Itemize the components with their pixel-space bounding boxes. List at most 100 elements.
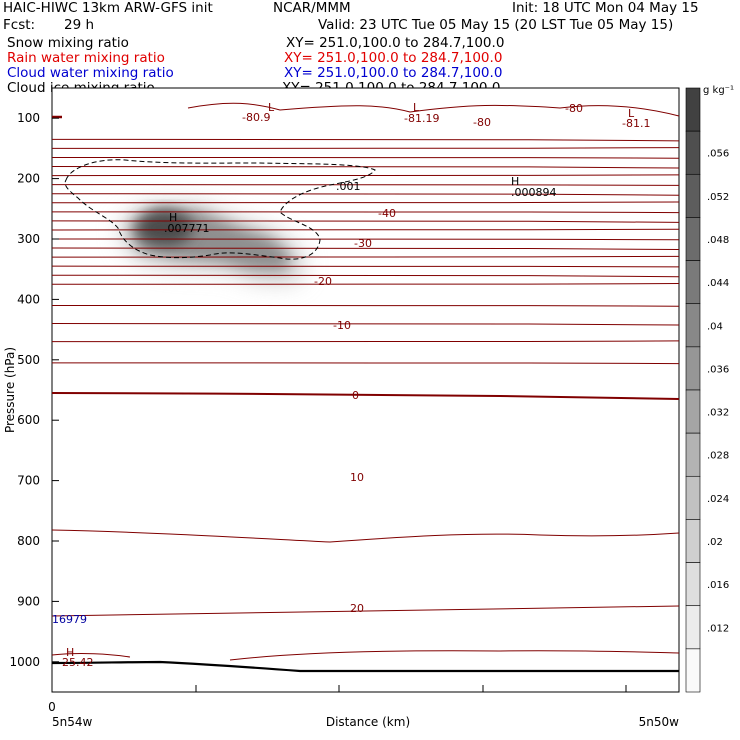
extremum-type: L (413, 101, 420, 114)
extremum-type: L (268, 101, 275, 114)
field-xy-rain: XY= 251.0,100.0 to 284.7,100.0 (284, 50, 503, 66)
colorbar-bin (685, 87, 701, 132)
y-axis-labels: 100 200 300 400 500 600 700 800 900 1000 (9, 111, 40, 669)
y-tick-label: 900 (17, 594, 40, 608)
extremum-type: H (66, 646, 74, 659)
chart-title: HAIC-HIWC 13km ARW-GFS init (3, 0, 213, 16)
terrain-line (51, 660, 679, 673)
colorbar-bin (685, 562, 701, 607)
isotherm (51, 238, 680, 241)
y-axis-title: Pressure (hPa) (3, 347, 17, 433)
y-tick-label: 500 (17, 353, 40, 367)
x-tick-zero: 0 (48, 700, 56, 714)
x-axis-title: Distance (km) (326, 715, 410, 729)
x-right-label: 5n50w (639, 715, 680, 729)
temperature-contour-surface-left (51, 653, 131, 658)
contour-label: -81.19 (404, 112, 439, 125)
contour-label: 25.42 (62, 656, 94, 669)
field-name-snow: Snow mixing ratio (7, 35, 129, 51)
cloud-contour (64, 159, 376, 260)
y-tick-label: 600 (17, 413, 40, 427)
colorbar-label: .012 (707, 623, 729, 634)
colorbar-label: .036 (707, 364, 729, 375)
colorbar-label: .056 (707, 149, 729, 160)
side-label: 16979 (52, 613, 87, 626)
field-name-cloudwater: Cloud water mixing ratio (7, 65, 174, 81)
colorbar-unit: g kg⁻¹ (703, 85, 734, 96)
fcst-label: Fcst: (3, 17, 36, 33)
field-xy-cloudwater: XY= 251.0,100.0 to 284.7,100.0 (284, 65, 503, 81)
y-tick-label: 100 (17, 111, 40, 125)
extremum-type: H (511, 175, 519, 188)
isotherm (51, 211, 680, 214)
isotherm (51, 274, 680, 278)
plot-frame (51, 87, 680, 693)
isotherm (51, 174, 680, 177)
contour-label: -81.1 (622, 117, 650, 130)
init-time: Init: 18 UTC Mon 04 May 15 (512, 0, 699, 16)
contour-label: -40 (378, 207, 396, 220)
colorbar-label: .016 (707, 580, 729, 591)
extrema-markers: L L L H .000894 H .007771 H .001 16979 (52, 101, 635, 659)
isotherm (51, 193, 680, 196)
colorbar-label: .024 (707, 494, 729, 505)
isotherm (51, 304, 680, 307)
isotherm (51, 156, 680, 159)
colorbar-bin (685, 389, 701, 434)
y-tick-label: 700 (17, 474, 40, 488)
contour-label: 20 (350, 602, 364, 615)
isotherm (51, 283, 680, 285)
temperature-contour-zero (51, 392, 680, 400)
colorbar-bin (685, 217, 701, 261)
colorbar-bin (685, 432, 701, 477)
isotherm (51, 228, 680, 231)
isotherm (51, 166, 680, 169)
extremum-type: H (169, 211, 177, 224)
temperature-contour-lower-2 (51, 605, 680, 617)
isotherm (51, 147, 680, 149)
contour-label: 10 (350, 471, 364, 484)
contour-label: -10 (333, 319, 351, 332)
colorbar-label: .04 (707, 321, 723, 332)
isotherm (51, 247, 680, 251)
contour-label: -30 (354, 237, 372, 250)
colorbar-bin (685, 605, 701, 650)
colorbar-bin (685, 130, 701, 175)
extremum-value: .007771 (164, 222, 210, 235)
contour-label: 0 (352, 389, 359, 402)
y-tick-label: 1000 (9, 655, 40, 669)
ice-mixing-ratio-shading (120, 205, 305, 282)
x-left-label: 5n54w (52, 715, 93, 729)
colorbar-label: .048 (707, 235, 729, 246)
isotherm (51, 323, 680, 326)
isotherm (51, 255, 680, 258)
field-xy-snow: XY= 251.0,100.0 to 284.7,100.0 (286, 35, 505, 51)
extremum-type: L (628, 107, 635, 120)
colorbar-label: .028 (707, 451, 729, 462)
colorbar-bin (685, 303, 701, 348)
colorbar-bin (685, 173, 701, 218)
temperature-contour-surface (229, 650, 680, 661)
fcst-value: 29 h (64, 17, 95, 33)
colorbar-bin (685, 475, 701, 520)
temperature-contour-lower-1 (51, 529, 680, 543)
field-name-rain: Rain water mixing ratio (7, 50, 165, 66)
y-tick-label: 300 (17, 232, 40, 246)
colorbar-label: .044 (707, 278, 729, 289)
extremum-value: .000894 (511, 186, 557, 199)
colorbar: .056 .052 .048 .044 .04 .036 .032 .028 .024 .02 .0… (685, 87, 729, 693)
contour-labels: -80.9 -81.19 -80 -80 -81.1 -40 -30 -20 -… (62, 102, 650, 669)
colorbar-bin (685, 260, 701, 305)
isotherm (51, 220, 680, 223)
colorbar-bin (685, 648, 701, 693)
isotherm (51, 265, 680, 268)
cloud-contour-label: .001 (336, 180, 361, 193)
isotherm (51, 201, 680, 204)
colorbar-label: .032 (707, 408, 729, 419)
org-label: NCAR/MMM (273, 0, 351, 16)
colorbar-label: .052 (707, 192, 729, 203)
y-tick-label: 200 (17, 172, 40, 186)
isotherm (51, 138, 680, 142)
isotherm (51, 362, 680, 365)
